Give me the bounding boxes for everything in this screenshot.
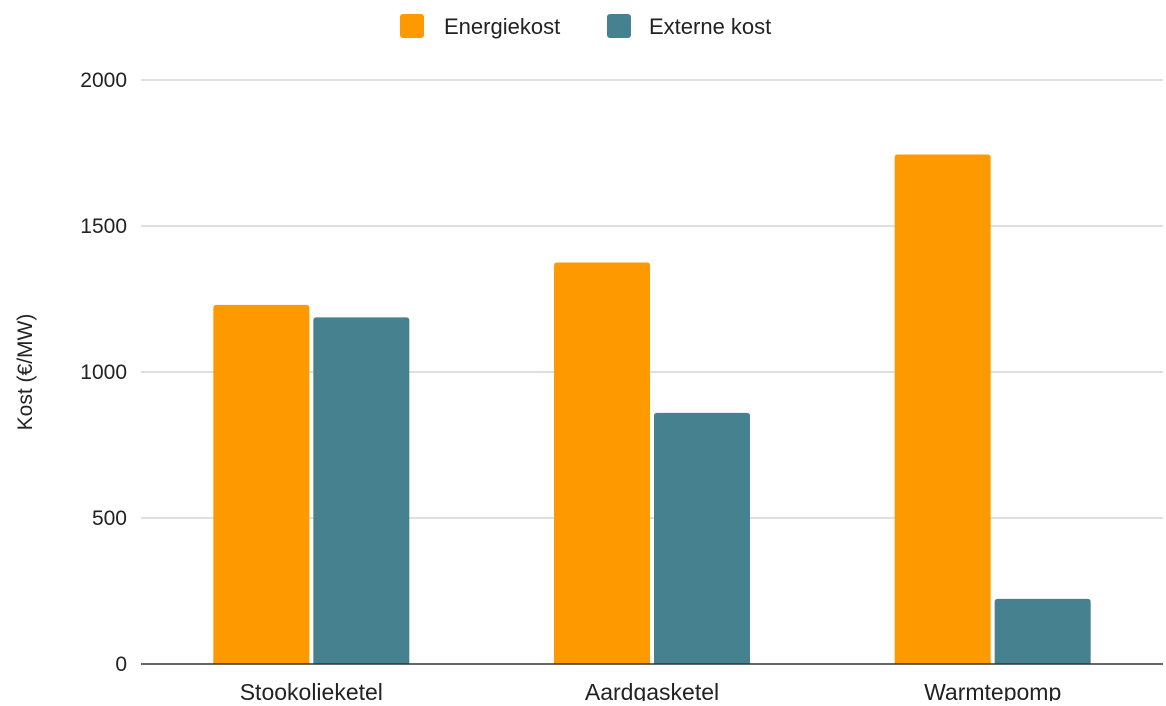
- legend-swatch-externe-kost: [607, 14, 631, 38]
- y-tick-label: 2000: [80, 69, 127, 92]
- legend-label: Energiekost: [444, 14, 560, 39]
- legend: Energiekost Externe kost: [400, 14, 771, 39]
- bar-energiekost-warmtepomp: [894, 154, 991, 664]
- bar-energiekost-stookolieketel: [213, 304, 310, 664]
- y-tick-label: 1000: [80, 361, 127, 384]
- y-axis-ticks: 0 500 1000 1500 2000: [80, 69, 127, 676]
- y-tick-label: 0: [115, 653, 127, 676]
- bar-externe-kost-warmtepomp: [994, 598, 1091, 664]
- y-tick-label: 1500: [80, 215, 127, 238]
- gridlines: [141, 79, 1163, 519]
- legend-label: Externe kost: [649, 14, 771, 39]
- bars: [213, 154, 1091, 664]
- x-tick-label: Stookolieketel: [240, 679, 383, 701]
- y-tick-label: 500: [92, 507, 127, 530]
- y-axis-title: Kost (€/MW): [14, 314, 37, 431]
- x-tick-label: Warmtepomp: [924, 679, 1061, 701]
- bar-externe-kost-stookolieketel: [313, 317, 410, 664]
- bar-energiekost-aardgasketel: [554, 262, 650, 664]
- legend-swatch-energiekost: [400, 14, 424, 38]
- x-axis-ticks: Stookolieketel Aardgasketel Warmtepomp: [240, 679, 1062, 705]
- x-tick-label: Aardgasketel: [585, 679, 719, 701]
- bar-externe-kost-aardgasketel: [654, 412, 750, 664]
